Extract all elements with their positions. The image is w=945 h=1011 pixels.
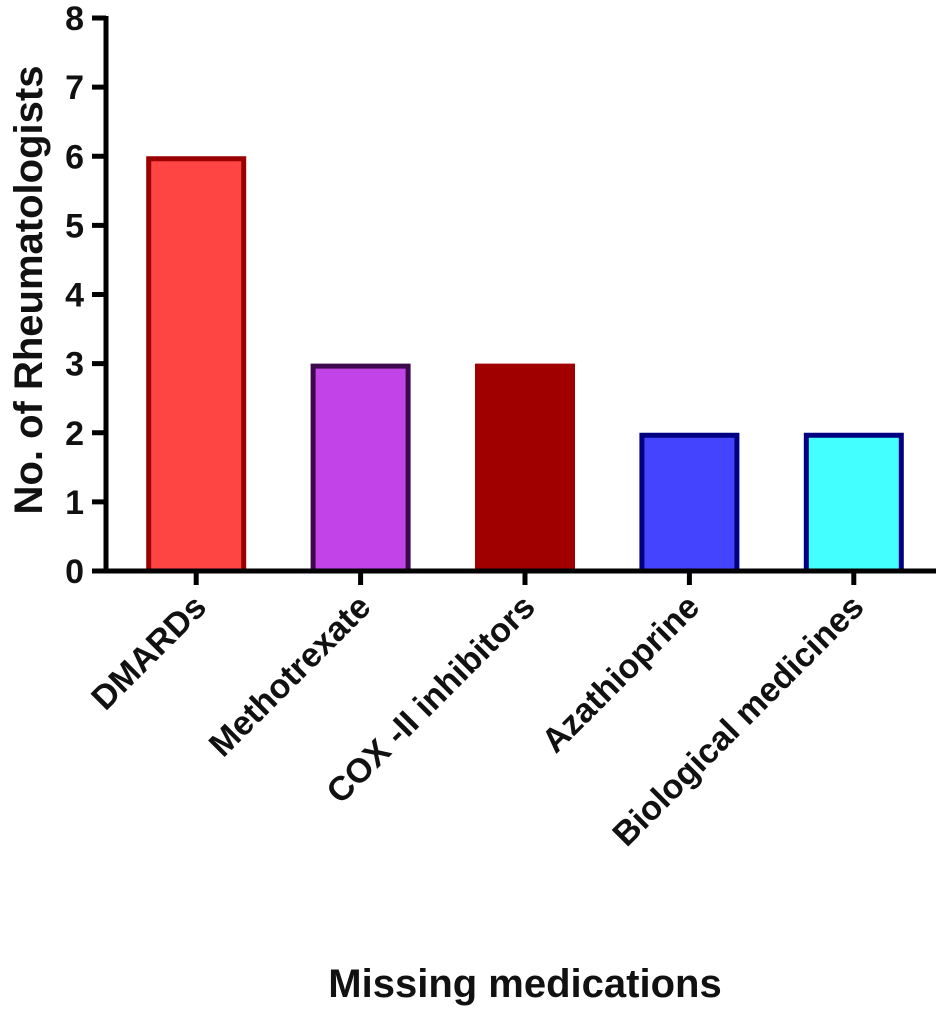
y-tick-label: 6 <box>65 138 84 176</box>
bar-dmards <box>146 156 247 574</box>
y-tick-label: 8 <box>65 0 84 38</box>
y-axis-title: No. of Rheumatologists <box>7 66 51 515</box>
bar-methotrexate <box>310 363 411 574</box>
y-tick-label: 0 <box>65 553 84 591</box>
x-tick-label: Azathioprine <box>535 588 707 760</box>
y-tick-label: 7 <box>65 69 84 107</box>
y-tick-label: 3 <box>65 346 84 384</box>
x-tick-label: Methotrexate <box>202 588 379 765</box>
bar-cox-ii-inhibitors <box>475 363 575 574</box>
y-tick-label: 2 <box>65 415 84 453</box>
x-axis-title: Missing medications <box>328 962 721 1006</box>
bar-biological-medicines <box>803 432 904 574</box>
y-tick-label: 1 <box>65 484 84 522</box>
bar-azathioprine <box>639 432 740 574</box>
bars-group <box>146 156 904 574</box>
x-tick-label: DMARDs <box>84 588 214 718</box>
y-axis: 0 1 2 3 4 5 6 7 8 <box>65 0 109 591</box>
y-tick-label: 4 <box>65 277 84 315</box>
y-tick-label: 5 <box>65 207 84 245</box>
